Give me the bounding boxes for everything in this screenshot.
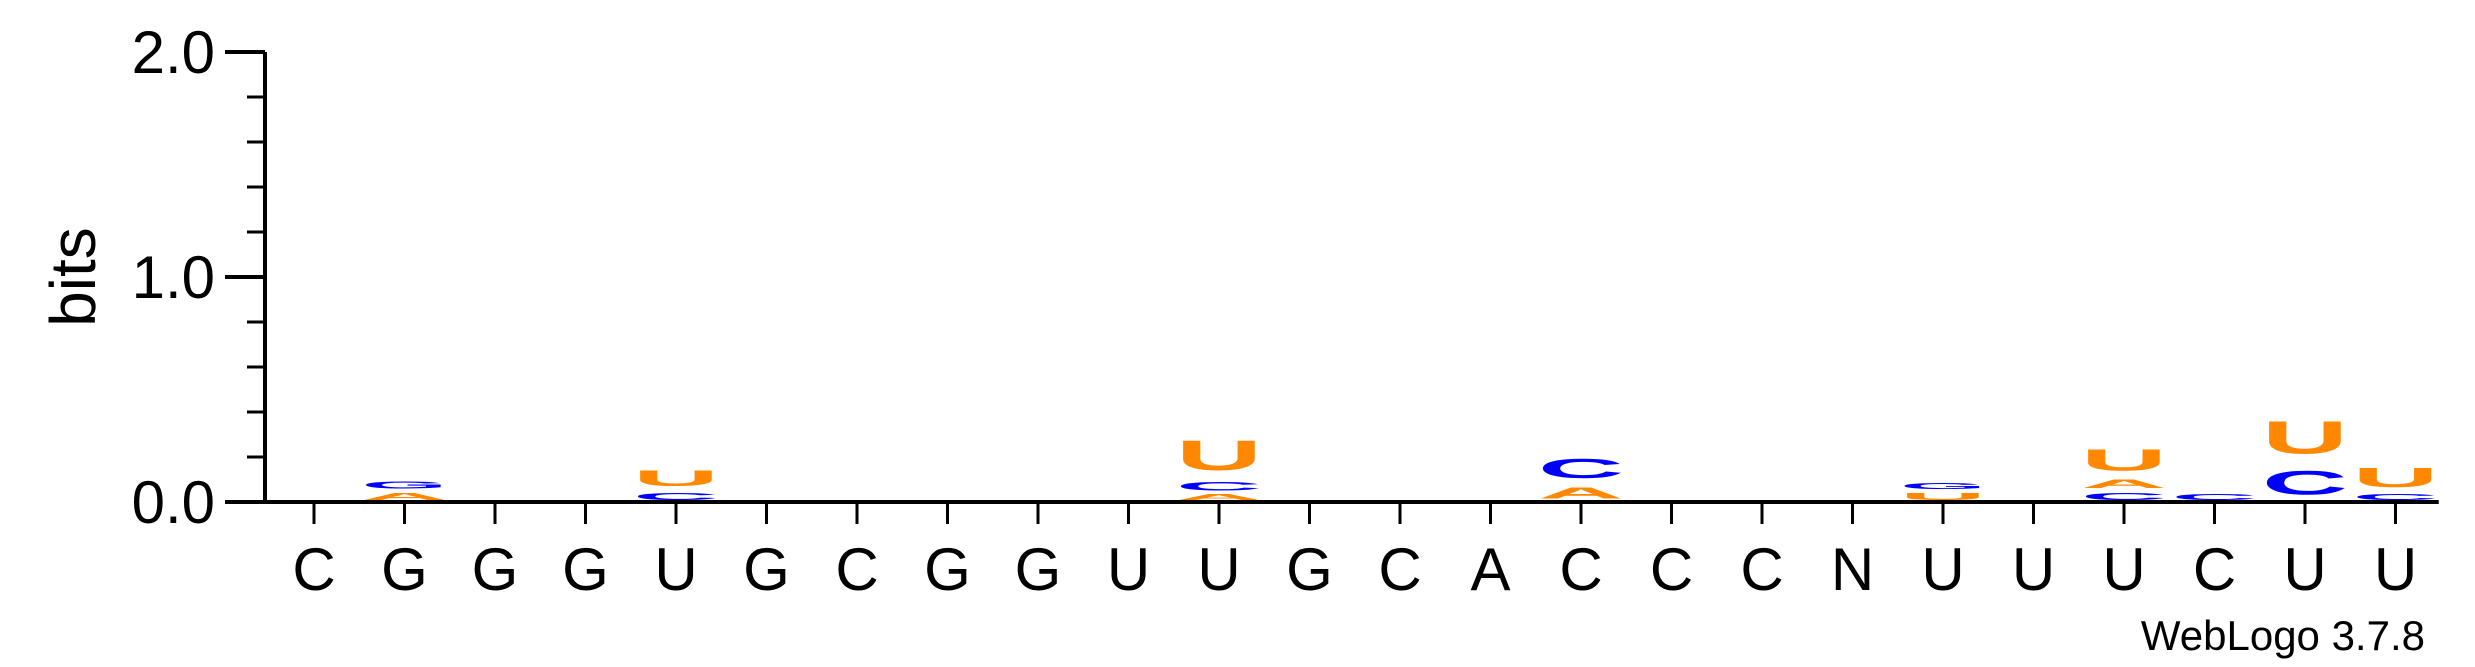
x-tick-label: C	[2193, 536, 2236, 603]
x-tick-label: G	[562, 536, 609, 603]
logo-letter-c: C	[2172, 493, 2258, 502]
y-tick-label: 0.0	[132, 469, 215, 536]
x-tick-label: U	[2374, 536, 2417, 603]
x-tick-label: C	[1378, 536, 1421, 603]
y-axis-label: bits	[37, 227, 109, 327]
x-tick-label: C	[1740, 536, 1783, 603]
x-tick-label: G	[472, 536, 519, 603]
logo-letter-a: A	[362, 491, 448, 502]
weblogo-version: WebLogo 3.7.8	[2141, 612, 2425, 659]
x-tick-label: G	[1015, 536, 1062, 603]
logo-letter-u: U	[2262, 412, 2348, 464]
x-tick-label: U	[1921, 536, 1964, 603]
x-tick-label: G	[743, 536, 790, 603]
logo-letter-u: U	[633, 466, 719, 491]
y-tick-label: 2.0	[132, 19, 215, 86]
x-tick-label: U	[654, 536, 697, 603]
logo-letter-c: C	[2353, 493, 2439, 502]
logo-letter-c: C	[633, 491, 719, 502]
x-tick-label: N	[1831, 536, 1874, 603]
x-tick-label: U	[2012, 536, 2055, 603]
logo-letter-a: A	[2081, 477, 2167, 491]
x-tick-label: G	[924, 536, 971, 603]
logo-letter-c: C	[2262, 464, 2348, 502]
y-axis-ticks: 0.0 1.0 2.0	[132, 19, 265, 536]
logo-letter-a: A	[1176, 493, 1262, 502]
logo-letter-c: C	[1176, 479, 1262, 493]
x-tick-label: U	[2102, 536, 2145, 603]
x-tick-label: C	[1650, 536, 1693, 603]
logo-letter-u: U	[2081, 444, 2167, 478]
axes	[263, 52, 2439, 504]
logo-letter-u: U	[2353, 462, 2439, 493]
logo-letter-u: U	[1900, 491, 1986, 502]
x-tick-label: U	[1197, 536, 1240, 603]
logo-letter-a: A	[1538, 484, 1624, 502]
x-tick-label: C	[1559, 536, 1602, 603]
logo-letter-c: C	[1538, 453, 1624, 484]
logo-letter-g: G	[362, 479, 448, 490]
x-tick-label: C	[292, 536, 335, 603]
logo-letter-stacks: AGGGCUGGUACUUACUGCAUCCUCU	[362, 412, 2439, 502]
x-tick-label: G	[1286, 536, 1333, 603]
x-tick-label: U	[1107, 536, 1150, 603]
logo-letter-c: C	[2081, 491, 2167, 502]
x-tick-label: A	[1470, 536, 1510, 603]
y-tick-label: 1.0	[132, 244, 215, 311]
x-tick-label: U	[2283, 536, 2326, 603]
logo-letter-g: G	[1900, 482, 1986, 491]
x-tick-label: C	[835, 536, 878, 603]
logo-letter-u: U	[1176, 432, 1262, 479]
x-tick-label: G	[381, 536, 428, 603]
